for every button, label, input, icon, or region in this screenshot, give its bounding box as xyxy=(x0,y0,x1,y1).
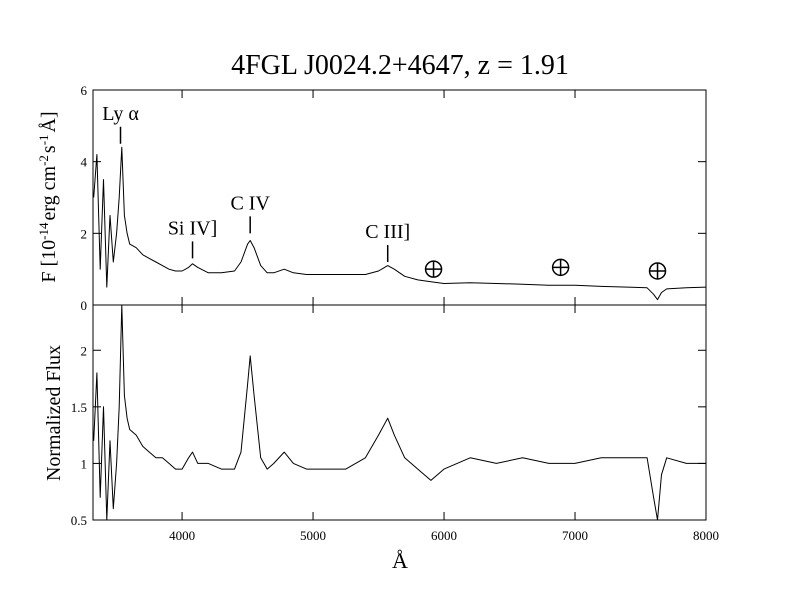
y-tick-label: 0 xyxy=(81,298,88,313)
x-tick-label: 6000 xyxy=(431,528,457,543)
y-axis-label-part: erg cm xyxy=(38,165,60,220)
spectrum-line xyxy=(93,146,706,301)
annotation-label: Si IV] xyxy=(168,217,217,239)
y-tick-label: 2 xyxy=(81,343,88,358)
y-tick-label: 4 xyxy=(81,155,88,170)
annotation-label: C III] xyxy=(365,221,410,243)
annotation-label: Ly α xyxy=(102,103,139,125)
telluric-marker xyxy=(648,262,667,280)
y-axis-label-part: -2 xyxy=(36,155,51,166)
spectrum-line xyxy=(93,305,706,520)
x-tick-label: 7000 xyxy=(562,528,588,543)
x-tick-label: 5000 xyxy=(300,528,326,543)
y-tick-label: 1 xyxy=(81,456,88,471)
plot-area xyxy=(93,146,706,301)
y-axis-label-part: F [10 xyxy=(38,240,60,283)
y-axis-label: F [10-14 erg cm-2 s-1 Å] xyxy=(36,111,61,282)
y-tick-label: 2 xyxy=(81,226,88,241)
x-axis-label: Å xyxy=(392,548,408,573)
telluric-cross xyxy=(552,259,569,276)
plot-frame xyxy=(92,304,707,521)
chart-title: 4FGL J0024.2+4647, z = 1.91 xyxy=(231,50,569,81)
y-tick-label: 1.5 xyxy=(71,400,87,415)
plot-area xyxy=(93,305,706,520)
x-tick-label: 4000 xyxy=(169,528,195,543)
y-axis-label-part: s xyxy=(38,145,60,153)
y-tick-label: 0.5 xyxy=(71,513,87,528)
telluric-cross xyxy=(425,261,442,278)
y-axis-label-part: -14 xyxy=(36,222,51,240)
y-tick-label: 6 xyxy=(81,83,88,98)
y-axis-label-part: Å] xyxy=(38,111,60,132)
telluric-marker xyxy=(551,258,570,277)
telluric-marker xyxy=(424,260,443,278)
annotation-label: C IV xyxy=(230,192,270,214)
y-axis-label: Normalized Flux xyxy=(43,345,65,481)
telluric-cross xyxy=(649,262,666,279)
x-tick-label: 8000 xyxy=(693,528,719,543)
y-axis-label-part: -1 xyxy=(36,134,51,145)
